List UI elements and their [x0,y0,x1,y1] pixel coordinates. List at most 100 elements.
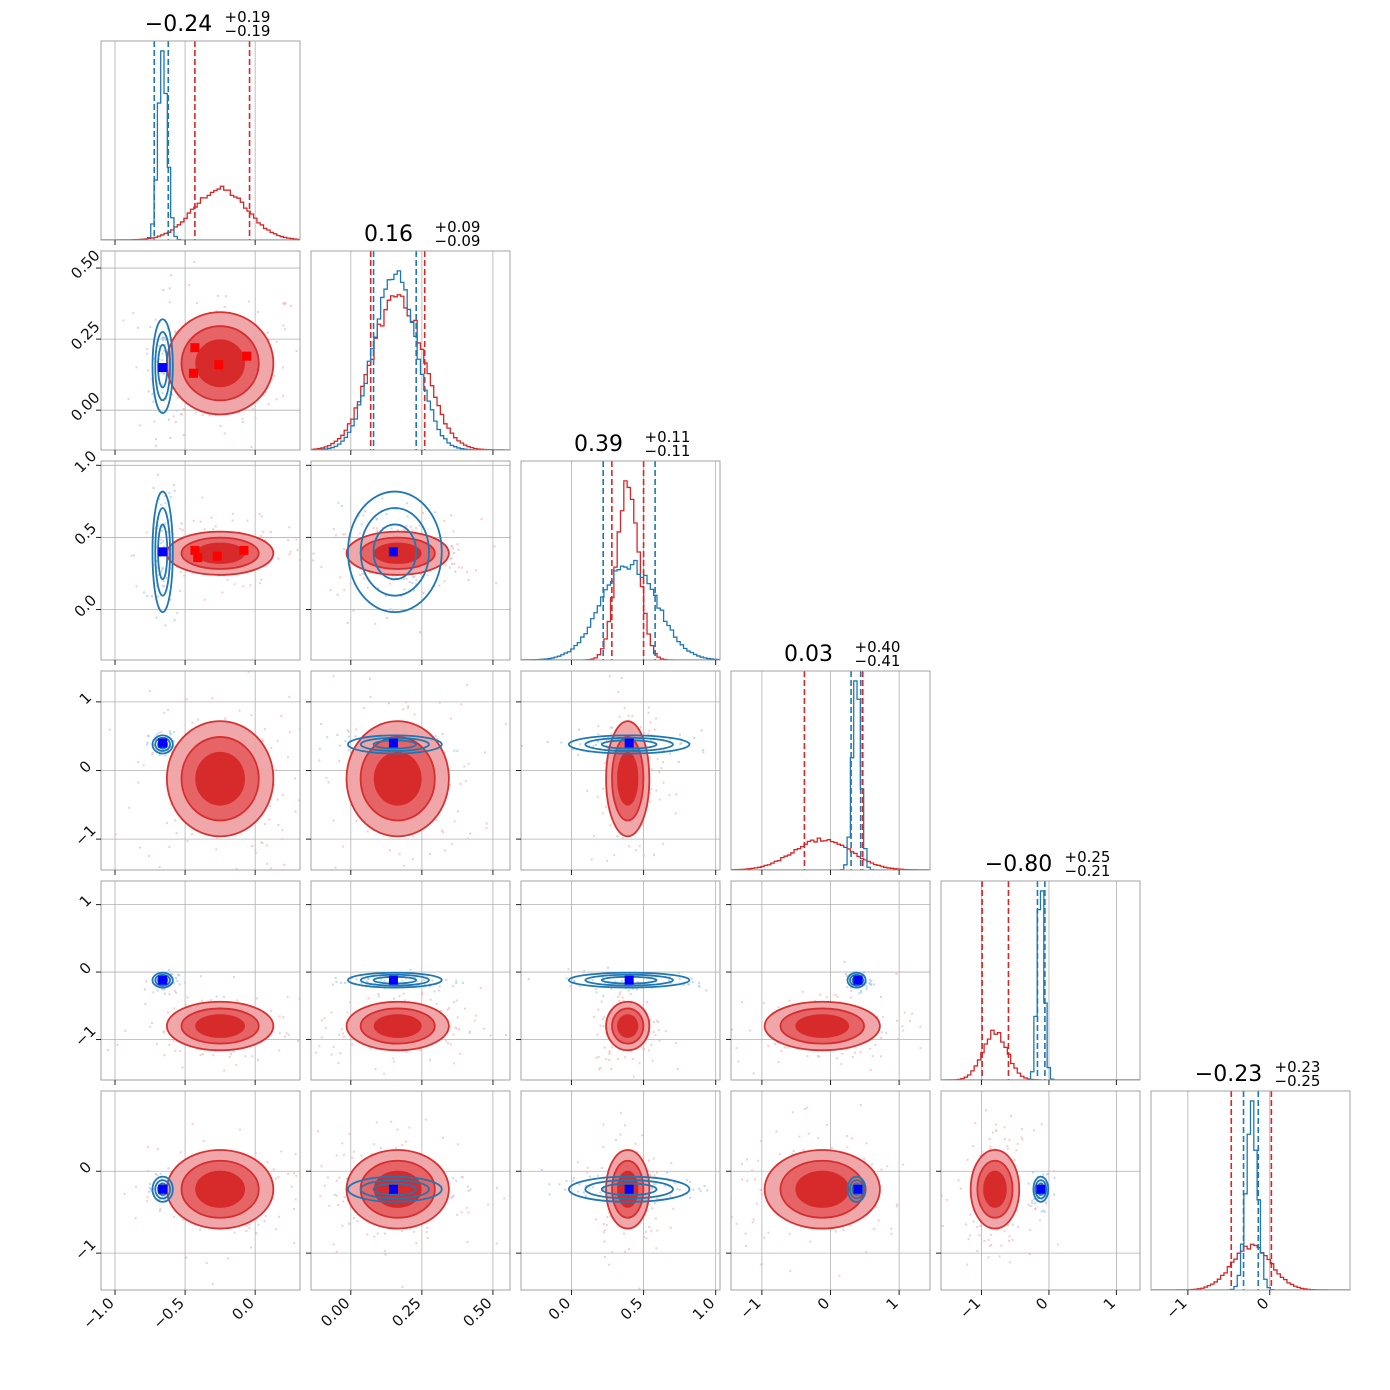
scatter-point-red [452,985,455,988]
histogram-panel-4: −0.80 +0.25−0.21 [940,848,1141,1085]
scatter-point-red [751,1169,754,1172]
scatter-point-red [271,378,274,381]
scatter-point-blue [413,575,416,578]
scatter-point-red [169,803,172,806]
scatter-point-red [569,985,572,988]
scatter-point-red [302,809,304,811]
scatter-point-red [219,425,222,428]
scatter-point-blue [1053,1176,1056,1179]
scatter-point-red [356,1220,359,1223]
title-median-1: 0.16 [364,222,413,247]
scatter-point-red [205,1261,208,1264]
scatter-point-red [443,580,446,583]
scatter-point-blue [413,975,416,978]
scatter-point-blue [673,1182,676,1185]
contour-red-2 [617,1014,639,1038]
scatter-point-red [649,721,652,724]
truth-marker-blue [624,975,634,985]
scatter-point-red [152,991,155,994]
scatter-point-blue [676,1187,679,1190]
scatter-point-red [453,1062,456,1065]
scatter-point-red [303,552,305,554]
scatter-point-red [191,1122,194,1125]
scatter-point-blue [467,1189,470,1192]
x-tick-label-2-2: 1.0 [689,1294,719,1324]
histogram-blue-1 [311,270,510,450]
scatter-point-red [653,1174,656,1177]
scatter-point-red [435,737,438,740]
scatter-point-blue [161,526,164,529]
scatter-point-red [353,1216,356,1219]
scatter-point-blue [455,982,458,985]
scatter-point-red [262,394,265,397]
scatter-point-red [317,1030,319,1032]
scatter-point-blue [433,990,436,993]
scatter-point-red [254,849,257,852]
scatter-point-blue [405,502,408,505]
scatter-point-red [1010,1115,1013,1118]
scatter-point-blue [377,587,380,590]
scatter-point-red [592,1015,595,1018]
scatter-point-red [789,1269,792,1272]
scatter-point-red [342,845,345,848]
scatter-point-blue [338,744,341,747]
scatter-point-blue [573,981,576,984]
scatter-point-blue [347,749,350,752]
scatter-point-red [398,994,401,997]
scatter-point-red [142,764,145,767]
scatter-point-blue [611,726,614,729]
scatter-point-red [150,378,153,381]
scatter-point-blue [173,484,176,487]
scatter-point-red [611,1251,614,1254]
scatter-point-red [237,411,240,414]
scatter-point-blue [868,978,871,981]
scatter-point-red [440,829,443,832]
axis-frame-5-0 [100,1090,301,1291]
scatter-point-blue [405,577,408,580]
scatter-point-red [426,1237,429,1240]
scatter-point-red [317,1130,320,1133]
scatter-point-blue [162,338,165,341]
scatter-point-blue [431,979,434,982]
scatter-point-blue [154,738,157,741]
scatter-point-blue [584,1194,587,1197]
scatter-point-red [154,527,157,530]
scatter-point-red [656,1019,659,1022]
y-tick-label-1-2: 0.50 [67,246,103,282]
scatter-point-blue [168,287,171,290]
scatter-point-blue [572,1179,575,1182]
scatter-point-red [335,534,338,537]
x-tick-label-0-2: 0.0 [228,1294,258,1324]
scatter-point-blue [602,994,605,997]
scatter-point-blue [150,595,153,598]
scatter-point-red [642,1047,645,1050]
scatter-point-red [315,733,317,735]
scatter-point-red [786,1046,789,1049]
scatter-point-red [616,1057,619,1060]
scatter-point-blue [160,542,163,545]
scatter-point-red [807,1132,810,1135]
scatter-point-red [323,1017,326,1020]
scatter-point-red [134,1185,137,1188]
scatter-point-blue [862,971,865,974]
scatter-point-blue [455,979,458,982]
scatter-point-red [274,1228,277,1231]
scatter-point-blue [163,1180,166,1183]
scatter-point-red [777,1006,780,1009]
scatter-point-red [453,1001,456,1004]
scatter-point-blue [335,980,338,983]
scatter-point-blue [163,349,166,352]
scatter-point-blue [670,982,673,985]
scatter-point-blue [678,733,681,736]
scatter-point-blue [155,733,158,736]
truth-marker-blue [1036,1184,1046,1194]
scatter-point-blue [366,586,369,589]
scatter-point-red [1003,1126,1006,1129]
scatter-point-red [281,838,284,841]
scatter-point-red [362,514,365,517]
scatter-point-red [289,304,292,307]
scatter-point-blue [146,741,149,744]
scatter-point-red [398,853,401,856]
scatter-point-blue [174,977,177,980]
scatter-point-red [212,528,215,531]
